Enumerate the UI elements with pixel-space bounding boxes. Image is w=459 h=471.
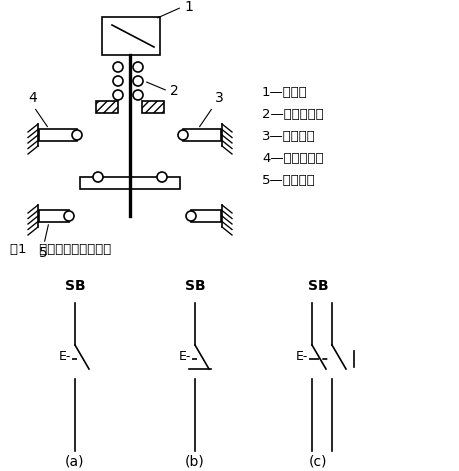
Bar: [142, 101, 164, 113]
Text: 3—动触头；: 3—动触头；: [262, 130, 315, 143]
Bar: [183, 129, 220, 141]
Text: SB: SB: [184, 279, 205, 293]
Circle shape: [113, 62, 123, 72]
Text: E-: E-: [178, 350, 190, 364]
Bar: [80, 177, 179, 189]
Text: 5: 5: [39, 246, 47, 260]
Bar: [39, 129, 77, 141]
Text: SB: SB: [307, 279, 328, 293]
Circle shape: [178, 130, 188, 140]
Text: 2: 2: [170, 84, 179, 98]
Circle shape: [185, 211, 196, 221]
Circle shape: [64, 211, 74, 221]
Text: (a): (a): [65, 455, 84, 469]
Text: 1: 1: [184, 0, 192, 14]
Text: 3: 3: [214, 91, 223, 105]
Text: 5—常开触头: 5—常开触头: [262, 174, 315, 187]
Bar: [39, 210, 69, 222]
Circle shape: [113, 76, 123, 86]
Text: 图1   控制按钮结构示意图: 图1 控制按钮结构示意图: [10, 243, 111, 256]
Circle shape: [133, 62, 143, 72]
Text: (c): (c): [308, 455, 326, 469]
Bar: [96, 101, 118, 113]
Bar: [190, 210, 220, 222]
Text: 2—复位弹簧；: 2—复位弹簧；: [262, 108, 323, 121]
Circle shape: [93, 172, 103, 182]
Circle shape: [113, 90, 123, 100]
Bar: [102, 17, 160, 55]
Text: 4: 4: [28, 91, 37, 105]
Circle shape: [133, 90, 143, 100]
Circle shape: [72, 130, 82, 140]
Text: E-: E-: [295, 350, 308, 364]
Text: (b): (b): [185, 455, 204, 469]
Text: E-: E-: [58, 350, 71, 364]
Text: 4—常闭触头；: 4—常闭触头；: [262, 152, 323, 165]
Circle shape: [157, 172, 167, 182]
Text: SB: SB: [65, 279, 85, 293]
Circle shape: [133, 76, 143, 86]
Text: 1—按钮；: 1—按钮；: [262, 86, 307, 99]
